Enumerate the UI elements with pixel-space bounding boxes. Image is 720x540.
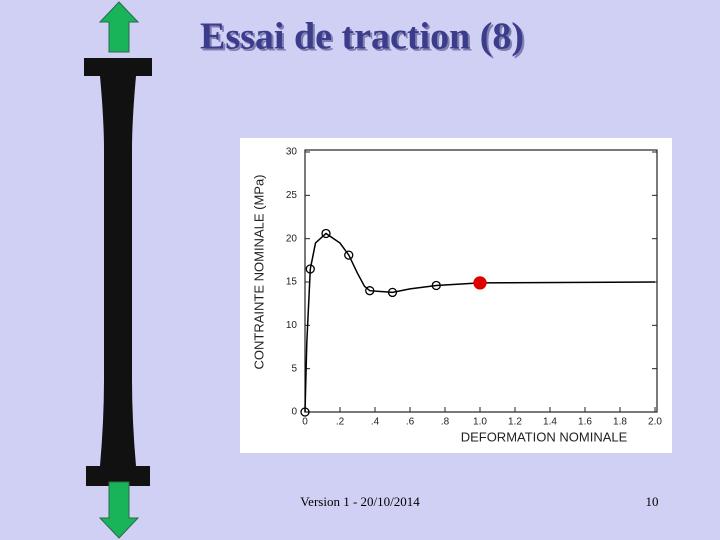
chart-panel xyxy=(240,138,672,453)
y-tick-label: 15 xyxy=(286,277,298,288)
x-tick-label: 1.0 xyxy=(473,417,487,428)
x-tick-label: 1.6 xyxy=(578,417,592,428)
x-tick-label: .4 xyxy=(371,417,380,428)
point xyxy=(300,407,310,417)
x-tick-label: .2 xyxy=(336,417,345,428)
y-axis-label: CONTRAINTE NOMINALE (MPa) xyxy=(251,174,266,369)
chart-title: Essai de traction (8) xyxy=(200,16,524,58)
y-tick-label: 0 xyxy=(291,407,297,418)
page-number: 10 xyxy=(646,494,659,509)
y-tick-label: 10 xyxy=(286,320,298,331)
x-tick-label: 1.2 xyxy=(508,417,522,428)
plot-frame xyxy=(304,149,658,413)
x-tick-label: 2.0 xyxy=(648,417,662,428)
y-tick-label: 30 xyxy=(286,147,298,158)
point xyxy=(305,264,315,274)
point xyxy=(344,250,354,260)
point xyxy=(387,287,398,298)
curve xyxy=(304,232,656,413)
arrow-down xyxy=(98,481,140,539)
point xyxy=(321,228,331,239)
x-tick-label: 1.4 xyxy=(543,417,557,428)
y-tick-label: 20 xyxy=(286,233,298,244)
y-tick-label: 25 xyxy=(286,190,298,201)
highlight-point xyxy=(473,276,487,290)
footer: Version 1 - 20/10/2014 xyxy=(300,494,420,509)
x-tick-label: 0 xyxy=(302,417,308,428)
point xyxy=(431,280,441,291)
x-axis-label: DEFORMATION NOMINALE xyxy=(461,429,628,444)
specimen xyxy=(84,58,152,486)
title-shadow: Essai de traction (8) xyxy=(202,18,526,60)
arrow-up xyxy=(98,1,140,53)
x-tick-label: 1.8 xyxy=(613,417,627,428)
x-tick-label: .6 xyxy=(406,417,415,428)
y-tick-label: 5 xyxy=(291,363,297,374)
x-tick-label: .8 xyxy=(441,417,450,428)
point xyxy=(365,286,375,296)
